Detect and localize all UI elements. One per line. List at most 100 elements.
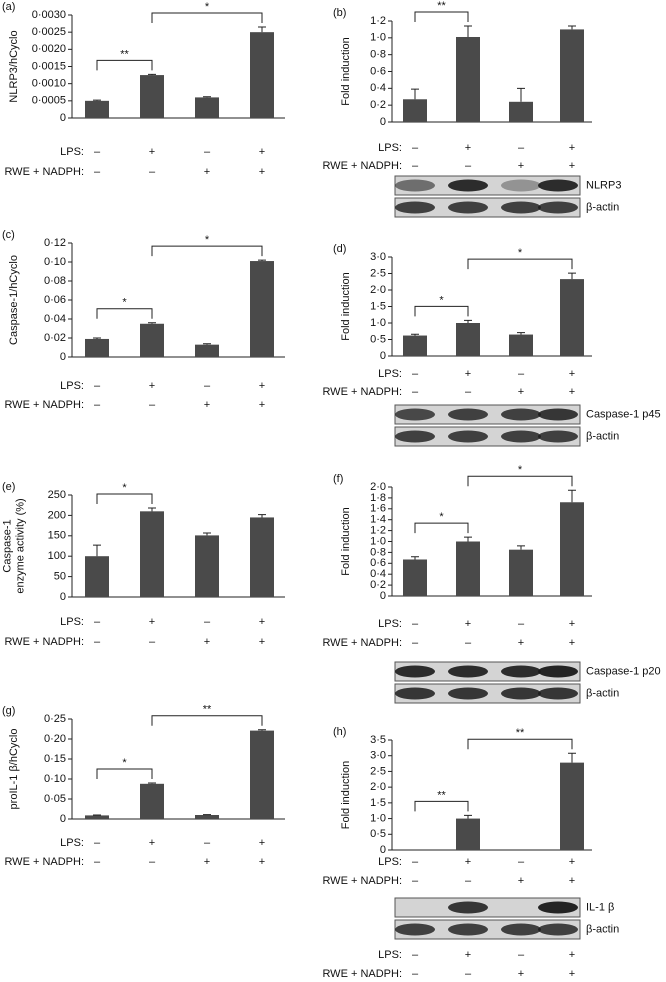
blot-band <box>395 923 435 936</box>
condition-value: + <box>518 386 524 398</box>
blot-label: β-actin <box>586 430 619 442</box>
y-tick-label: 0·02 <box>44 332 66 344</box>
error-bar <box>148 782 156 784</box>
bar <box>250 32 274 118</box>
condition-value: – <box>412 160 419 172</box>
significance-label: * <box>439 511 444 523</box>
blot-band <box>501 923 541 936</box>
error-bar <box>517 332 525 335</box>
y-tick-label: 150 <box>48 530 66 542</box>
blot-label: Caspase-1 p45 <box>586 408 661 420</box>
condition-value: + <box>569 368 575 380</box>
significance-label: * <box>439 294 444 306</box>
y-tick-label: 1·0 <box>370 317 386 329</box>
condition-value: + <box>149 837 155 849</box>
error-bar <box>464 25 472 37</box>
significance-label: * <box>205 234 210 246</box>
panel: (b) Fold induction 0 0·2 0·4 0·6 0·8 1·0 1·2 ** LP… <box>322 0 621 218</box>
significance-label: * <box>205 1 210 13</box>
error-bar <box>517 87 525 102</box>
panel: (g) proIL-1 β/hCyclo 0 0·05 0·10 0·15 0·20 0·25… <box>2 704 285 868</box>
condition-value: – <box>412 618 419 630</box>
y-tick-label: 0·6 <box>370 557 386 569</box>
condition-value: + <box>259 380 265 392</box>
y-tick-label: 0·04 <box>44 313 66 325</box>
bar <box>560 29 584 123</box>
condition-value: + <box>569 856 575 868</box>
condition-value: – <box>465 386 472 398</box>
significance-bracket <box>151 245 263 257</box>
condition-value: – <box>204 380 211 392</box>
condition-value: + <box>518 160 524 172</box>
significance-bracket <box>414 800 469 812</box>
condition-value: – <box>465 160 472 172</box>
y-tick-label: 2·0 <box>370 481 386 493</box>
bar <box>403 99 427 122</box>
condition-label: LPS: <box>378 856 402 868</box>
condition-value: + <box>465 142 471 154</box>
condition-value: + <box>569 386 575 398</box>
y-tick-label: 0·8 <box>370 546 386 558</box>
significance-label: * <box>122 482 127 494</box>
blot-band <box>395 665 435 678</box>
y-tick-label: 3·0 <box>370 251 386 263</box>
error-bar <box>258 514 266 518</box>
y-tick-label: 0·08 <box>44 275 66 287</box>
condition-label: RWE + NADPH: <box>4 166 84 178</box>
y-tick-label: 0·12 <box>44 237 66 249</box>
y-tick-label: 0·5 <box>370 333 386 345</box>
y-tick-label: 0·0030 <box>32 9 66 21</box>
y-tick-label: 0 <box>60 591 66 603</box>
panel: (h) Fold induction 0 0·5 1·0 1·5 2·0 2·5 3·0 3·5 *… <box>322 726 619 980</box>
blot-band <box>395 179 435 192</box>
condition-value: + <box>259 166 265 178</box>
bar <box>560 279 584 356</box>
error-bar <box>93 99 101 101</box>
blot-band <box>501 179 541 192</box>
condition-value: + <box>569 875 575 887</box>
y-tick-label: 1·5 <box>370 797 386 809</box>
panel-label: (h) <box>333 726 346 738</box>
y-tick-label: 2·0 <box>370 284 386 296</box>
significance-bracket <box>467 738 573 750</box>
error-bar <box>568 272 576 280</box>
significance-bracket <box>414 522 469 534</box>
significance-bracket <box>96 59 153 71</box>
bar <box>140 783 164 819</box>
condition-label: RWE + NADPH: <box>4 856 84 868</box>
bar <box>509 334 533 356</box>
error-bar <box>203 96 211 98</box>
y-axis-label: Fold induction <box>340 507 352 576</box>
condition-value: + <box>204 856 210 868</box>
condition-value: + <box>259 837 265 849</box>
y-tick-label: 1·6 <box>370 503 386 515</box>
y-tick-label: 50 <box>54 571 66 583</box>
condition-value: – <box>412 968 419 980</box>
bar <box>250 730 274 819</box>
blot-label: NLRP3 <box>586 179 621 191</box>
bar <box>456 36 480 122</box>
condition-value: + <box>518 637 524 649</box>
y-tick-label: 0·0025 <box>32 26 66 38</box>
error-bar <box>258 26 266 33</box>
condition-value: – <box>204 837 211 849</box>
error-bar <box>464 814 472 819</box>
y-tick-label: 0·10 <box>44 773 66 785</box>
condition-value: – <box>204 146 211 158</box>
y-tick-label: 1·2 <box>370 15 386 27</box>
condition-value: – <box>94 399 101 411</box>
blot-band <box>538 665 578 678</box>
significance-label: ** <box>437 789 446 801</box>
blot-band <box>501 687 541 700</box>
y-tick-label: 0·0020 <box>32 43 66 55</box>
significance-label: ** <box>516 727 525 739</box>
condition-value: + <box>204 166 210 178</box>
condition-value: + <box>465 368 471 380</box>
significance-label: ** <box>120 48 129 60</box>
bar <box>85 338 109 357</box>
y-tick-label: 1·5 <box>370 300 386 312</box>
condition-label: LPS: <box>378 368 402 380</box>
bar <box>456 818 480 850</box>
blot-band <box>395 201 435 214</box>
condition-label: LPS: <box>378 618 402 630</box>
